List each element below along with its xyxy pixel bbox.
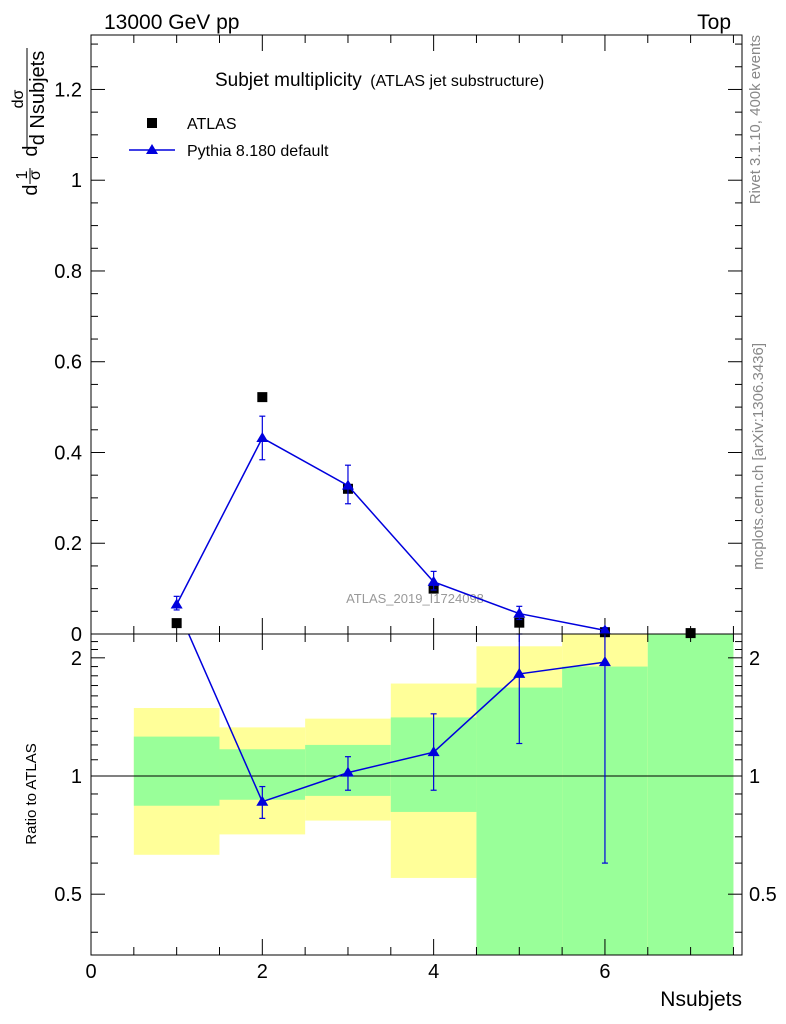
x-tick-label: 2 — [257, 961, 268, 983]
legend: ATLAS Pythia 8.180 default — [129, 116, 329, 160]
y-label-d2: d — [20, 145, 42, 156]
upper-y-axis-label: d 1 σ d dσ d Nsubjets — [10, 48, 49, 196]
ratio-data-point — [427, 746, 440, 757]
atlas-data-point — [171, 618, 182, 629]
legend-marker-pythia — [146, 144, 158, 154]
pythia-data-point — [341, 479, 354, 490]
atlas-data-point — [514, 617, 525, 628]
pythia-data-point — [513, 607, 526, 618]
upper-y-tick-label: 1 — [71, 170, 82, 192]
axes-ticks: 00.20.40.60.811.20 2 4 60.5 0.51 12 2 — [54, 35, 777, 983]
pythia-data-point — [170, 598, 183, 609]
x-tick-label: 6 — [599, 961, 610, 983]
x-tick-label: 4 — [428, 961, 439, 983]
lower-y-tick-label-right: 2 — [749, 648, 760, 670]
data-marks — [170, 392, 696, 864]
lower-y-axis-label: Ratio to ATLAS — [23, 743, 40, 844]
band-inner-bin — [647, 634, 734, 955]
y-label-frac-den: d Nsubjets — [27, 51, 49, 146]
x-axis-label: Nsubjets — [660, 988, 742, 1011]
upper-y-tick-label: 0 — [71, 624, 82, 646]
lower-y-tick-label: 0.5 — [54, 884, 82, 906]
legend-label-pythia: Pythia 8.180 default — [187, 143, 329, 160]
pythia-line — [175, 436, 606, 632]
side-label-mcplots: mcplots.cern.ch [arXiv:1306.3436] — [750, 343, 767, 570]
ratio-line — [187, 634, 606, 803]
ratio-data-point — [256, 795, 269, 806]
chart-title-main: Subjet multiplicity — [215, 70, 362, 91]
ratio-data-point — [598, 656, 611, 667]
lower-y-tick-label-right: 0.5 — [749, 884, 777, 906]
chart-title-sub: (ATLAS jet substructure) — [370, 73, 544, 90]
lower-y-tick-label: 2 — [71, 648, 82, 670]
legend-label-atlas: ATLAS — [187, 116, 237, 133]
y-label-prefix-den: σ — [27, 170, 44, 180]
band-inner-bin — [133, 736, 220, 806]
lower-plot-frame — [90, 633, 743, 956]
pythia-data-point — [598, 624, 611, 635]
upper-y-tick-label: 1.2 — [54, 79, 82, 101]
atlas-data-point — [257, 392, 268, 403]
upper-y-tick-label: 0.2 — [54, 533, 82, 555]
side-label-rivet: Rivet 3.1.10, 400k events — [747, 35, 764, 204]
ratio-data-point — [341, 766, 354, 777]
ratio-uncertainty-bands — [133, 634, 734, 955]
pythia-data-point — [256, 431, 269, 442]
lower-y-tick-label-right: 1 — [749, 766, 760, 788]
analysis-watermark: ATLAS_2019_I1724098 — [346, 591, 484, 606]
x-tick-label: 0 — [85, 961, 96, 983]
lower-y-tick-label: 1 — [71, 766, 82, 788]
atlas-data-point — [685, 628, 696, 639]
pythia-data-point — [427, 575, 440, 586]
ratio-data-point — [513, 667, 526, 678]
header-channel-label: Top — [697, 11, 731, 34]
upper-y-tick-label: 0.4 — [54, 442, 82, 464]
header-process-label: 13000 GeV pp — [104, 11, 239, 34]
y-label-frac-num: dσ — [10, 89, 27, 108]
upper-y-tick-label: 0.8 — [54, 261, 82, 283]
legend-marker-atlas — [147, 118, 157, 128]
y-label-prefix-num: 1 — [14, 170, 31, 179]
upper-y-tick-label: 0.6 — [54, 352, 82, 374]
chart-title: Subjet multiplicity (ATLAS jet substruct… — [215, 70, 544, 91]
y-label-d: d — [20, 184, 42, 195]
